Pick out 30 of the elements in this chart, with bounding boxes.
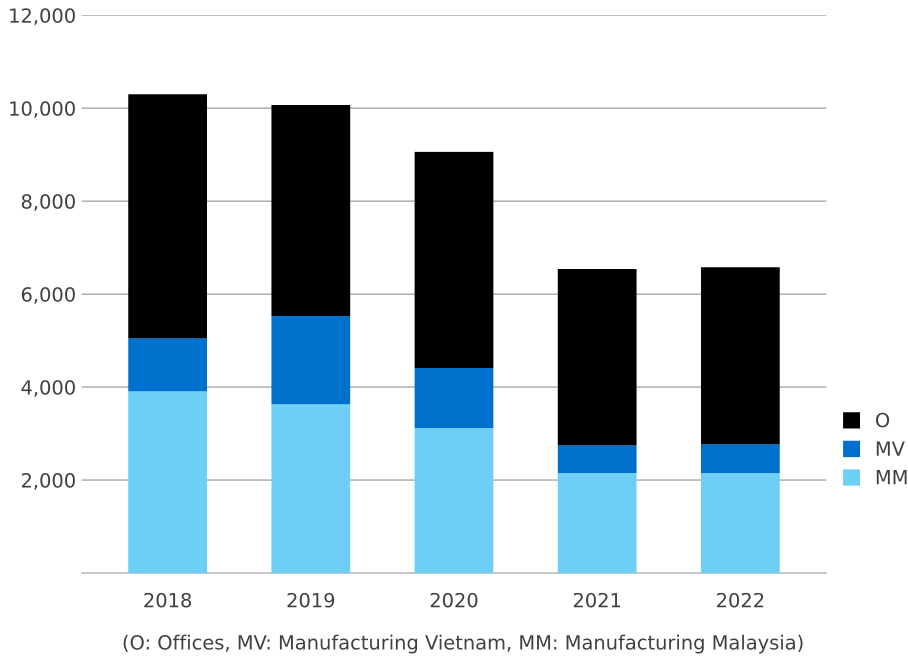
y-tick-label: 12,000 [10,8,75,25]
x-tick-label: 2020 [430,592,478,608]
bar [414,428,494,574]
bar [414,368,494,428]
x-tick-label: 2022 [717,592,764,608]
bar [558,269,637,446]
x-tick-label: 2021 [574,592,620,608]
bar [700,267,780,444]
bar [271,404,350,574]
legend-label: O [876,412,890,428]
bar [271,316,350,404]
bar [558,445,637,474]
y-tick-label: 10,000 [10,101,75,118]
y-tick-label: 8,000 [22,194,75,211]
y-tick-label: 6,000 [22,287,75,304]
x-tick-label: 2018 [144,592,192,608]
y-tick-label: 4,000 [21,380,75,397]
text: (O: Offices, MV: Manufacturing Vietnam, MM: Manufacturing Malaysia) [124,634,803,654]
bar [128,391,208,574]
bar [700,444,780,474]
bar [558,473,637,574]
x-tick-label: 2019 [287,592,334,608]
legend-label: MV [876,442,905,456]
y-tick-label: 2,000 [22,473,75,490]
bar [128,94,208,338]
bar [271,104,350,316]
bar [414,152,494,368]
legend-label: MM [876,470,907,484]
bar [700,473,780,574]
bar [128,338,208,392]
